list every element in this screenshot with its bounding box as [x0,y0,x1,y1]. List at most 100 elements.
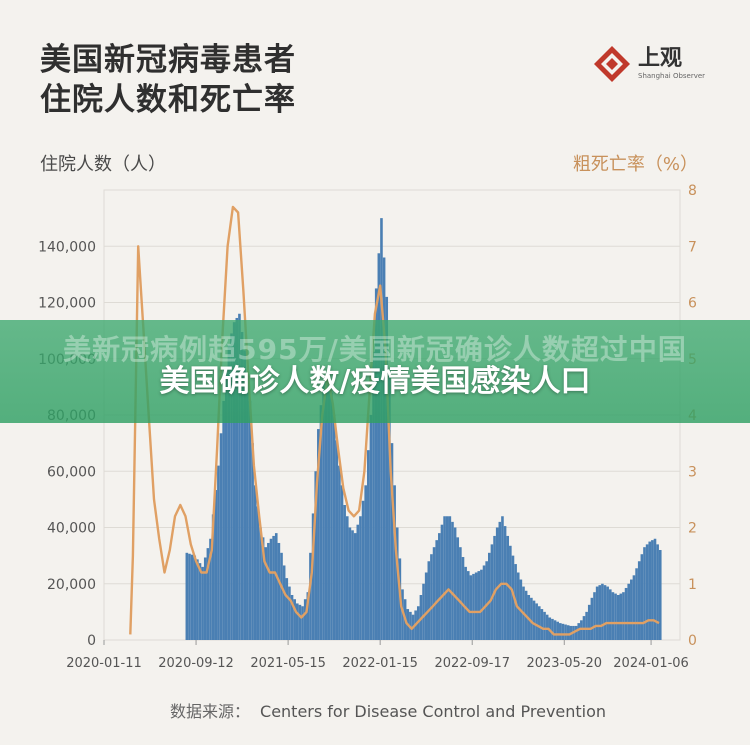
y-tick-label: 140,000 [38,239,96,255]
hospitalization-bar [353,533,357,640]
hospitalization-bar [364,485,367,640]
hospitalization-bar [248,400,252,640]
hospitalization-bar [217,465,220,640]
hospitalization-bar [240,332,244,640]
hospitalization-bar [632,575,636,640]
hospitalization-bar [382,257,386,640]
y-axis-title: 住院人数（人） [40,154,166,175]
hospitalization-bar [543,611,546,640]
hospitalization-bar [461,557,465,640]
hospitalization-bar [614,593,617,640]
hospitalization-bar [595,586,599,640]
hospitalization-bar [624,587,628,640]
hospitalization-bar [443,516,446,640]
hospitalization-bar [511,555,515,640]
hospitalization-bar [432,547,436,640]
hospitalization-bar [545,614,549,640]
hospitalization-bar [451,521,454,640]
hospitalization-bar [317,429,320,640]
hospitalization-bar [482,565,486,640]
hospitalization-bar [185,552,189,640]
hospitalization-bar [427,561,431,640]
hospitalization-bar [319,405,323,640]
headline-banner [0,320,750,423]
hospitalization-bar [288,586,291,640]
hospitalization-bar [553,620,557,640]
hospitalization-bar [601,583,604,640]
hospitalization-bar [335,440,339,640]
hospitalization-bar [637,561,641,640]
hospitalization-bar [501,516,504,640]
hospitalization-bar [466,571,470,640]
hospitalization-bar [585,611,588,640]
hospitalization-bar [645,544,649,640]
hospitalization-bar [261,537,265,640]
hospitalization-bar [393,485,396,640]
hospitalization-bar [277,542,281,640]
hospitalization-bar [401,589,404,640]
hospitalization-bar [330,392,333,640]
hospitalization-bar [322,381,325,640]
hospitalization-bar [580,620,583,640]
hospitalization-bar [635,568,638,640]
hospitalization-bar [658,550,662,640]
y-tick-label: 20,000 [47,577,96,593]
hospitalization-bar [251,443,254,640]
hospitalization-bar [498,521,502,640]
x-tick-label: 2024-01-06 [613,656,689,671]
hospitalization-bar [488,552,491,640]
mortality-rate-line [129,205,660,636]
y2-tick-label: 6 [688,296,697,312]
hospitalization-bar [611,592,615,640]
hospitalization-bar [559,623,562,640]
hospitalization-bar [201,566,204,640]
hospitalization-bar [593,592,596,640]
hospitalization-bar [506,535,510,640]
hospitalization-bar [196,559,199,640]
hospitalization-bar [385,296,389,640]
hospitalization-bar [459,547,462,640]
hospitalization-bar [480,569,483,640]
hospitalization-bar [395,527,399,640]
hospitalization-bar [474,572,478,640]
hospitalization-bar [540,609,544,640]
hospitalization-bar [640,554,644,640]
y2-tick-label: 8 [688,183,697,199]
hospitalization-bar [453,527,457,640]
hospitalization-bar [190,554,194,640]
y2-tick-label: 2 [688,521,697,537]
hospitalization-bar [380,218,383,640]
hospitalization-bar [456,537,460,640]
hospitalization-bar [627,583,630,640]
hospitalization-bar [340,485,344,640]
hospitalization-bar [209,538,212,640]
x-tick-label: 2022-09-17 [434,656,510,671]
hospitalization-bar [477,571,481,640]
hospitalization-bar [224,372,228,640]
hospitalization-bar [616,595,620,640]
hospitalization-bar [556,621,559,640]
hospitalization-bar [314,471,318,640]
hospitalization-bar [356,524,360,640]
hospitalization-bar [198,563,202,640]
hospitalization-bar [372,351,375,640]
hospitalization-bar [651,540,654,640]
hospitalization-bar [338,465,341,640]
hospitalization-bar [598,585,602,640]
hospitalization-bar [267,542,270,640]
y2-axis-title: 粗死亡率（%） [572,154,698,175]
hospitalization-bar [306,592,310,640]
logo-name-en: Shanghai Observer [638,72,706,80]
title-line-2: 住院人数和死亡率 [40,82,296,118]
hospitalization-bar [438,533,441,640]
hospitalization-bar [656,544,659,640]
hospitalization-bar [301,606,304,640]
hospitalization-bar [235,317,239,640]
logo-mark-icon [594,46,630,82]
hospitalization-bar [561,623,565,640]
hospitalization-bar [464,566,467,640]
hospitalization-bar [424,572,428,640]
hospitalization-bar [495,527,499,640]
hospitalization-bar [293,599,296,640]
hospitalization-bar [377,253,381,640]
